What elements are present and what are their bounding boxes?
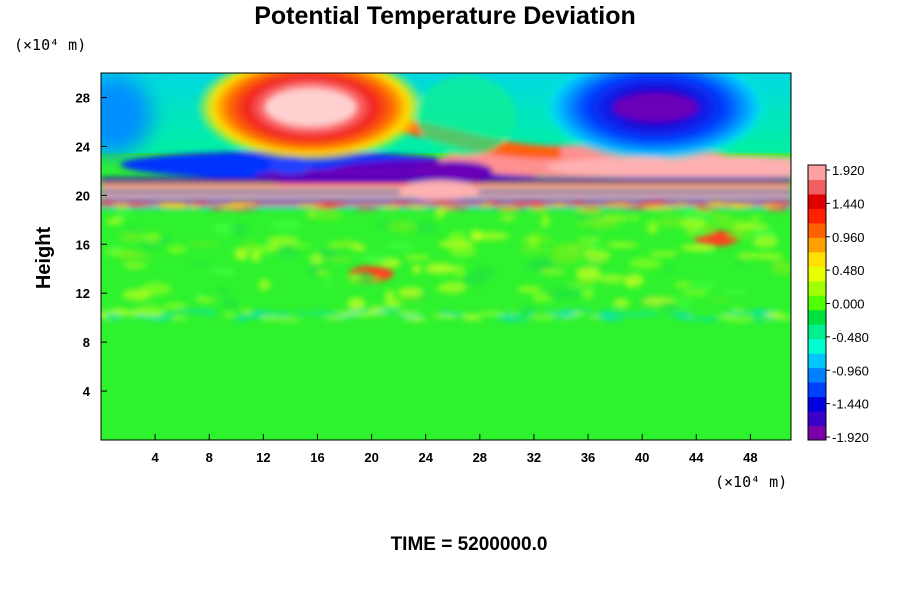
y-axis-unit: (×10⁴ m)	[14, 36, 86, 54]
x-tick-label: 48	[743, 450, 757, 465]
x-tick-label: 4	[152, 450, 160, 465]
colorbar-swatch	[808, 179, 826, 195]
colorbar-tick-label: 0.960	[832, 230, 865, 245]
colorbar-tick-label: 0.000	[832, 297, 865, 312]
y-tick-label: 12	[76, 286, 90, 301]
heatmap-feature	[399, 180, 480, 201]
x-tick-label: 40	[635, 450, 649, 465]
heatmap-field	[101, 73, 791, 440]
colorbar-swatch	[808, 251, 826, 267]
x-tick-label: 20	[364, 450, 378, 465]
colorbar-swatch	[808, 396, 826, 412]
colorbar-swatch	[808, 411, 826, 427]
colorbar-tick-label: 1.920	[832, 163, 865, 178]
y-axis-title: Height	[33, 227, 55, 290]
y-tick-label: 4	[83, 384, 91, 399]
colorbar-swatch	[808, 425, 826, 441]
x-tick-label: 44	[689, 450, 704, 465]
heatmap-feature	[268, 157, 313, 174]
x-tick-label: 8	[206, 450, 213, 465]
colorbar-swatch	[808, 222, 826, 238]
colorbar-swatch	[808, 237, 826, 253]
colorbar-frame	[807, 164, 827, 441]
x-axis-unit: (×10⁴ m)	[715, 473, 787, 491]
x-tick-label: 28	[473, 450, 487, 465]
colorbar-swatch	[808, 266, 826, 282]
y-tick-label: 28	[76, 90, 90, 105]
y-axis: 4 8 12 16 20 24 28	[76, 90, 107, 399]
x-tick-label: 24	[418, 450, 433, 465]
colorbar-tick-label: -1.920	[832, 430, 869, 445]
y-tick-label: 24	[76, 139, 91, 154]
colorbar-tick-label: 0.480	[832, 263, 865, 278]
colorbar-swatch	[808, 324, 826, 340]
x-tick-label: 32	[527, 450, 541, 465]
plot-frame	[100, 72, 792, 441]
heatmap-feature	[602, 157, 683, 178]
colorbar-swatch	[808, 367, 826, 383]
heatmap-feature	[412, 160, 493, 181]
x-tick-label: 12	[256, 450, 270, 465]
colorbar-swatch	[808, 295, 826, 311]
time-label: TIME = 5200000.0	[391, 534, 548, 555]
y-tick-label: 8	[83, 335, 90, 350]
y-tick-label: 20	[76, 188, 90, 203]
colorbar-swatch	[808, 193, 826, 209]
x-axis: 4 8 12 16 20 24 28 32 36 40 44 48	[152, 434, 758, 465]
colorbar-swatch	[808, 353, 826, 369]
colorbar-swatch	[808, 309, 826, 325]
colorbar: 1.920 1.440 0.960 0.480 0.000 -0.480 -0.960 -1.…	[807, 163, 869, 445]
colorbar-swatch	[808, 338, 826, 354]
colorbar-swatch	[808, 382, 826, 398]
colorbar-tick-label: -0.480	[832, 330, 869, 345]
x-tick-label: 16	[310, 450, 324, 465]
colorbar-swatch	[808, 280, 826, 296]
colorbar-tick-label: -1.440	[832, 397, 869, 412]
x-tick-label: 36	[581, 450, 595, 465]
chart-title: Potential Temperature Deviation	[254, 2, 636, 30]
colorbar-tick-label: -0.960	[832, 363, 869, 378]
colorbar-swatch	[808, 208, 826, 224]
colorbar-swatch	[808, 165, 826, 180]
colorbar-tick-label: 1.440	[832, 196, 865, 211]
y-tick-label: 16	[76, 237, 90, 252]
